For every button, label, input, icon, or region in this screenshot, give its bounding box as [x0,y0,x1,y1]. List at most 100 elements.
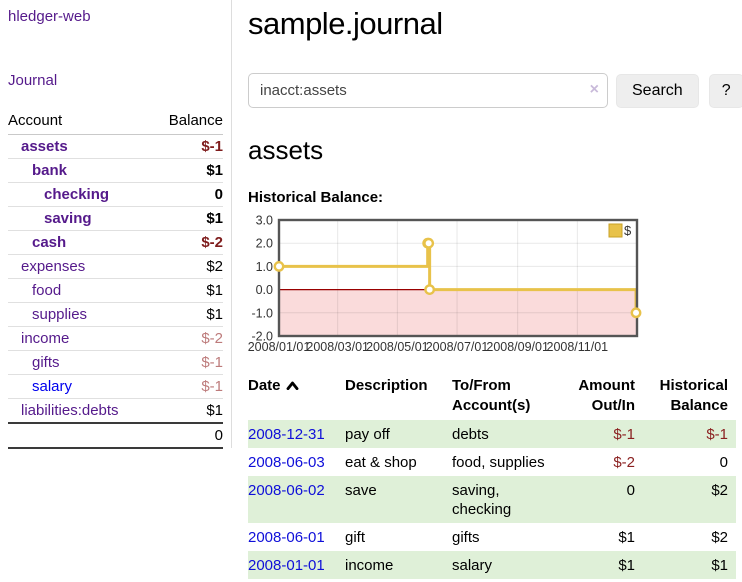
transaction-amount: 0 [626,482,635,499]
account-balance: $-1 [152,134,223,159]
search-button[interactable]: Search [616,73,699,108]
sort-ascending-icon [286,376,299,396]
sidebar-account-checking[interactable]: checking [44,186,110,203]
sidebar-account-supplies[interactable]: supplies [32,306,88,323]
transaction-date-link[interactable]: 2008-06-01 [248,529,325,546]
transaction-date-link[interactable]: 2008-06-02 [248,482,325,499]
search-form: × Search ? [248,73,742,108]
table-row: assets $-1 [8,134,223,159]
register-header-date[interactable]: Date [248,374,345,420]
svg-text:0.0: 0.0 [256,283,273,297]
svg-text:2008/07/01: 2008/07/01 [426,340,489,354]
sidebar-account-cash[interactable]: cash [32,234,67,251]
search-input[interactable] [248,73,608,108]
svg-text:2008/05/01: 2008/05/01 [366,340,429,354]
table-row: income $-2 [8,326,223,351]
table-row: food $1 [8,278,223,303]
transaction-date-link[interactable]: 2008-06-03 [248,454,325,471]
register-table: Date Description To/From Account(s) Amou… [248,374,736,579]
account-heading: assets [248,135,324,165]
account-balance: $-1 [152,350,223,375]
register-header-balance: Historical Balance [659,377,728,414]
app-title-link[interactable]: hledger-web [8,8,91,25]
table-row: checking 0 [8,182,223,207]
sidebar-account-expenses[interactable]: expenses [21,258,86,275]
table-row: 2008-01-01 income salary $1 $1 [248,551,736,579]
transaction-amount: $1 [618,557,635,574]
app-title: hledger-web [8,8,223,25]
sidebar-account-gifts[interactable]: gifts [32,354,60,371]
register-header-amount: Amount Out/In [578,377,635,414]
sidebar-account-bank[interactable]: bank [32,162,68,179]
transaction-description: income [345,557,394,574]
accounts-header-balance: Balance [152,109,223,135]
transaction-balance: 0 [719,454,728,471]
transaction-accounts: gifts [452,529,480,546]
chart-title: Historical Balance: [248,189,384,206]
transaction-amount: $-1 [613,426,635,443]
svg-text:3.0: 3.0 [256,214,273,228]
transaction-description: eat & shop [345,454,417,471]
transaction-amount: $-2 [613,454,635,471]
transaction-description: pay off [345,426,390,443]
svg-text:1.0: 1.0 [256,260,273,274]
sidebar-account-liabilities-debts[interactable]: liabilities:debts [21,402,119,419]
sidebar-account-food[interactable]: food [32,282,62,299]
page-title: sample.journal [248,6,443,41]
register-header-row: Date Description To/From Account(s) Amou… [248,374,736,420]
transaction-accounts: saving, checking [452,482,512,518]
accounts-table: Account Balance assets $-1 bank $1 check… [8,109,223,449]
help-button[interactable]: ? [708,73,742,108]
table-row: saving $1 [8,206,223,231]
table-row: liabilities:debts $1 [8,398,223,424]
transaction-description: save [345,482,377,499]
accounts-total-value: 0 [152,422,223,449]
svg-text:-1.0: -1.0 [251,306,273,320]
svg-text:2008/01/01: 2008/01/01 [248,340,311,354]
main-content: sample.journal × Search ? assets Histori… [232,0,742,579]
account-balance: $1 [152,302,223,327]
svg-text:$: $ [624,223,632,238]
sidebar-account-assets[interactable]: assets [21,138,68,155]
svg-text:-2.0: -2.0 [251,330,273,344]
account-balance: $1 [152,158,223,183]
transaction-balance: $1 [711,557,728,574]
transaction-date-link[interactable]: 2008-12-31 [248,426,325,443]
sidebar-account-income[interactable]: income [21,330,70,347]
sidebar-account-salary[interactable]: salary [32,378,73,395]
account-balance: $2 [152,254,223,279]
table-row: 2008-06-02 save saving, checking 0 $2 [248,476,736,523]
accounts-total-row: 0 [8,422,223,449]
transaction-accounts: debts [452,426,489,443]
svg-text:2008/03/01: 2008/03/01 [306,340,369,354]
sidebar: hledger-web Journal Account Balance asse… [0,0,232,449]
sidebar-account-saving[interactable]: saving [44,210,92,227]
account-balance: $1 [152,206,223,231]
clear-search-icon[interactable]: × [589,81,599,98]
account-balance: $-2 [152,326,223,351]
svg-text:2.0: 2.0 [256,237,273,251]
transaction-accounts: food, supplies [452,454,545,471]
transaction-balance: $-1 [706,426,728,443]
svg-text:2008/11/01: 2008/11/01 [547,340,609,354]
account-balance: $-2 [152,230,223,255]
table-row: bank $1 [8,158,223,183]
table-row: salary $-1 [8,374,223,399]
sidebar-item-journal[interactable]: Journal [8,72,58,89]
account-balance: $1 [152,278,223,303]
svg-text:2008/09/01: 2008/09/01 [486,340,549,354]
accounts-header-account: Account [8,109,153,135]
table-row: supplies $1 [8,302,223,327]
register-header-accounts: To/From Account(s) [452,377,531,414]
table-row: cash $-2 [8,230,223,255]
transaction-date-link[interactable]: 2008-01-01 [248,557,325,574]
table-row: gifts $-1 [8,350,223,375]
table-row: expenses $2 [8,254,223,279]
sidebar-nav: Journal [8,72,223,89]
register-header-description: Description [345,377,428,394]
table-row: 2008-06-01 gift gifts $1 $2 [248,523,736,551]
transaction-balance: $2 [711,529,728,546]
account-balance: $-1 [152,374,223,399]
transaction-balance: $2 [711,482,728,499]
